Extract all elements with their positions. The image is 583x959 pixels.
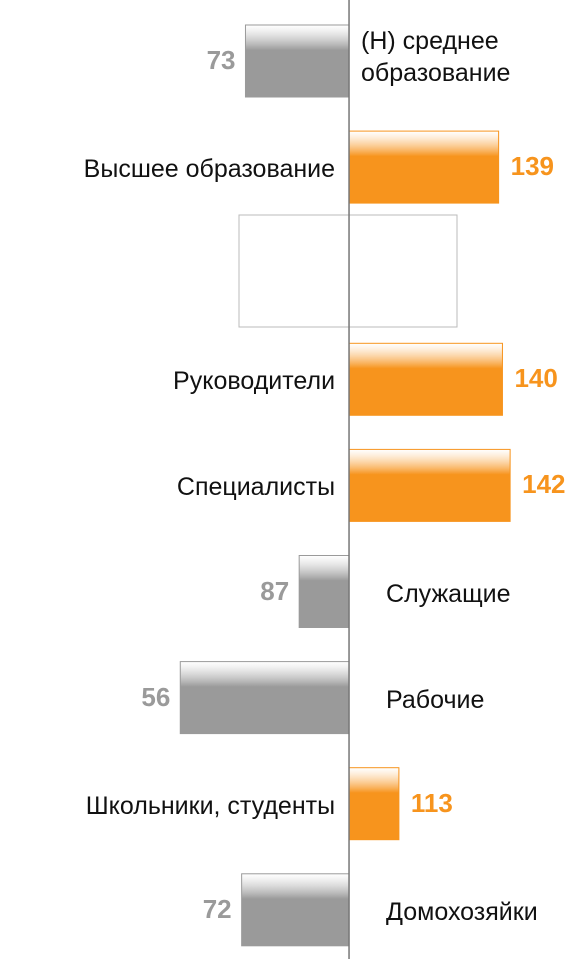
category-label: Руководители [173, 367, 336, 396]
empty-box [238, 214, 458, 328]
bar [244, 24, 350, 98]
value-label: 140 [514, 363, 558, 394]
category-label: (Н) среднее образование [361, 27, 511, 87]
bar [348, 342, 503, 416]
bar [298, 555, 350, 628]
value-label: 142 [522, 469, 566, 500]
bar [241, 873, 350, 947]
value-label: 56 [141, 681, 171, 712]
category-label: Школьники, студенты [85, 791, 336, 820]
category-label: Домохозяйки [386, 897, 538, 926]
value-label: 87 [260, 575, 290, 606]
category-label: Высшее образование [83, 155, 336, 184]
value-label: 113 [410, 787, 453, 818]
category-label: Рабочие [386, 685, 485, 714]
category-label: Служащие [386, 579, 511, 608]
value-label: 73 [206, 45, 236, 75]
value-label: 72 [202, 893, 232, 924]
bar [179, 661, 350, 735]
bar [348, 130, 500, 204]
value-label: 139 [510, 151, 554, 182]
bar [348, 448, 511, 522]
bar [348, 767, 400, 841]
category-label: Специалисты [176, 473, 336, 502]
